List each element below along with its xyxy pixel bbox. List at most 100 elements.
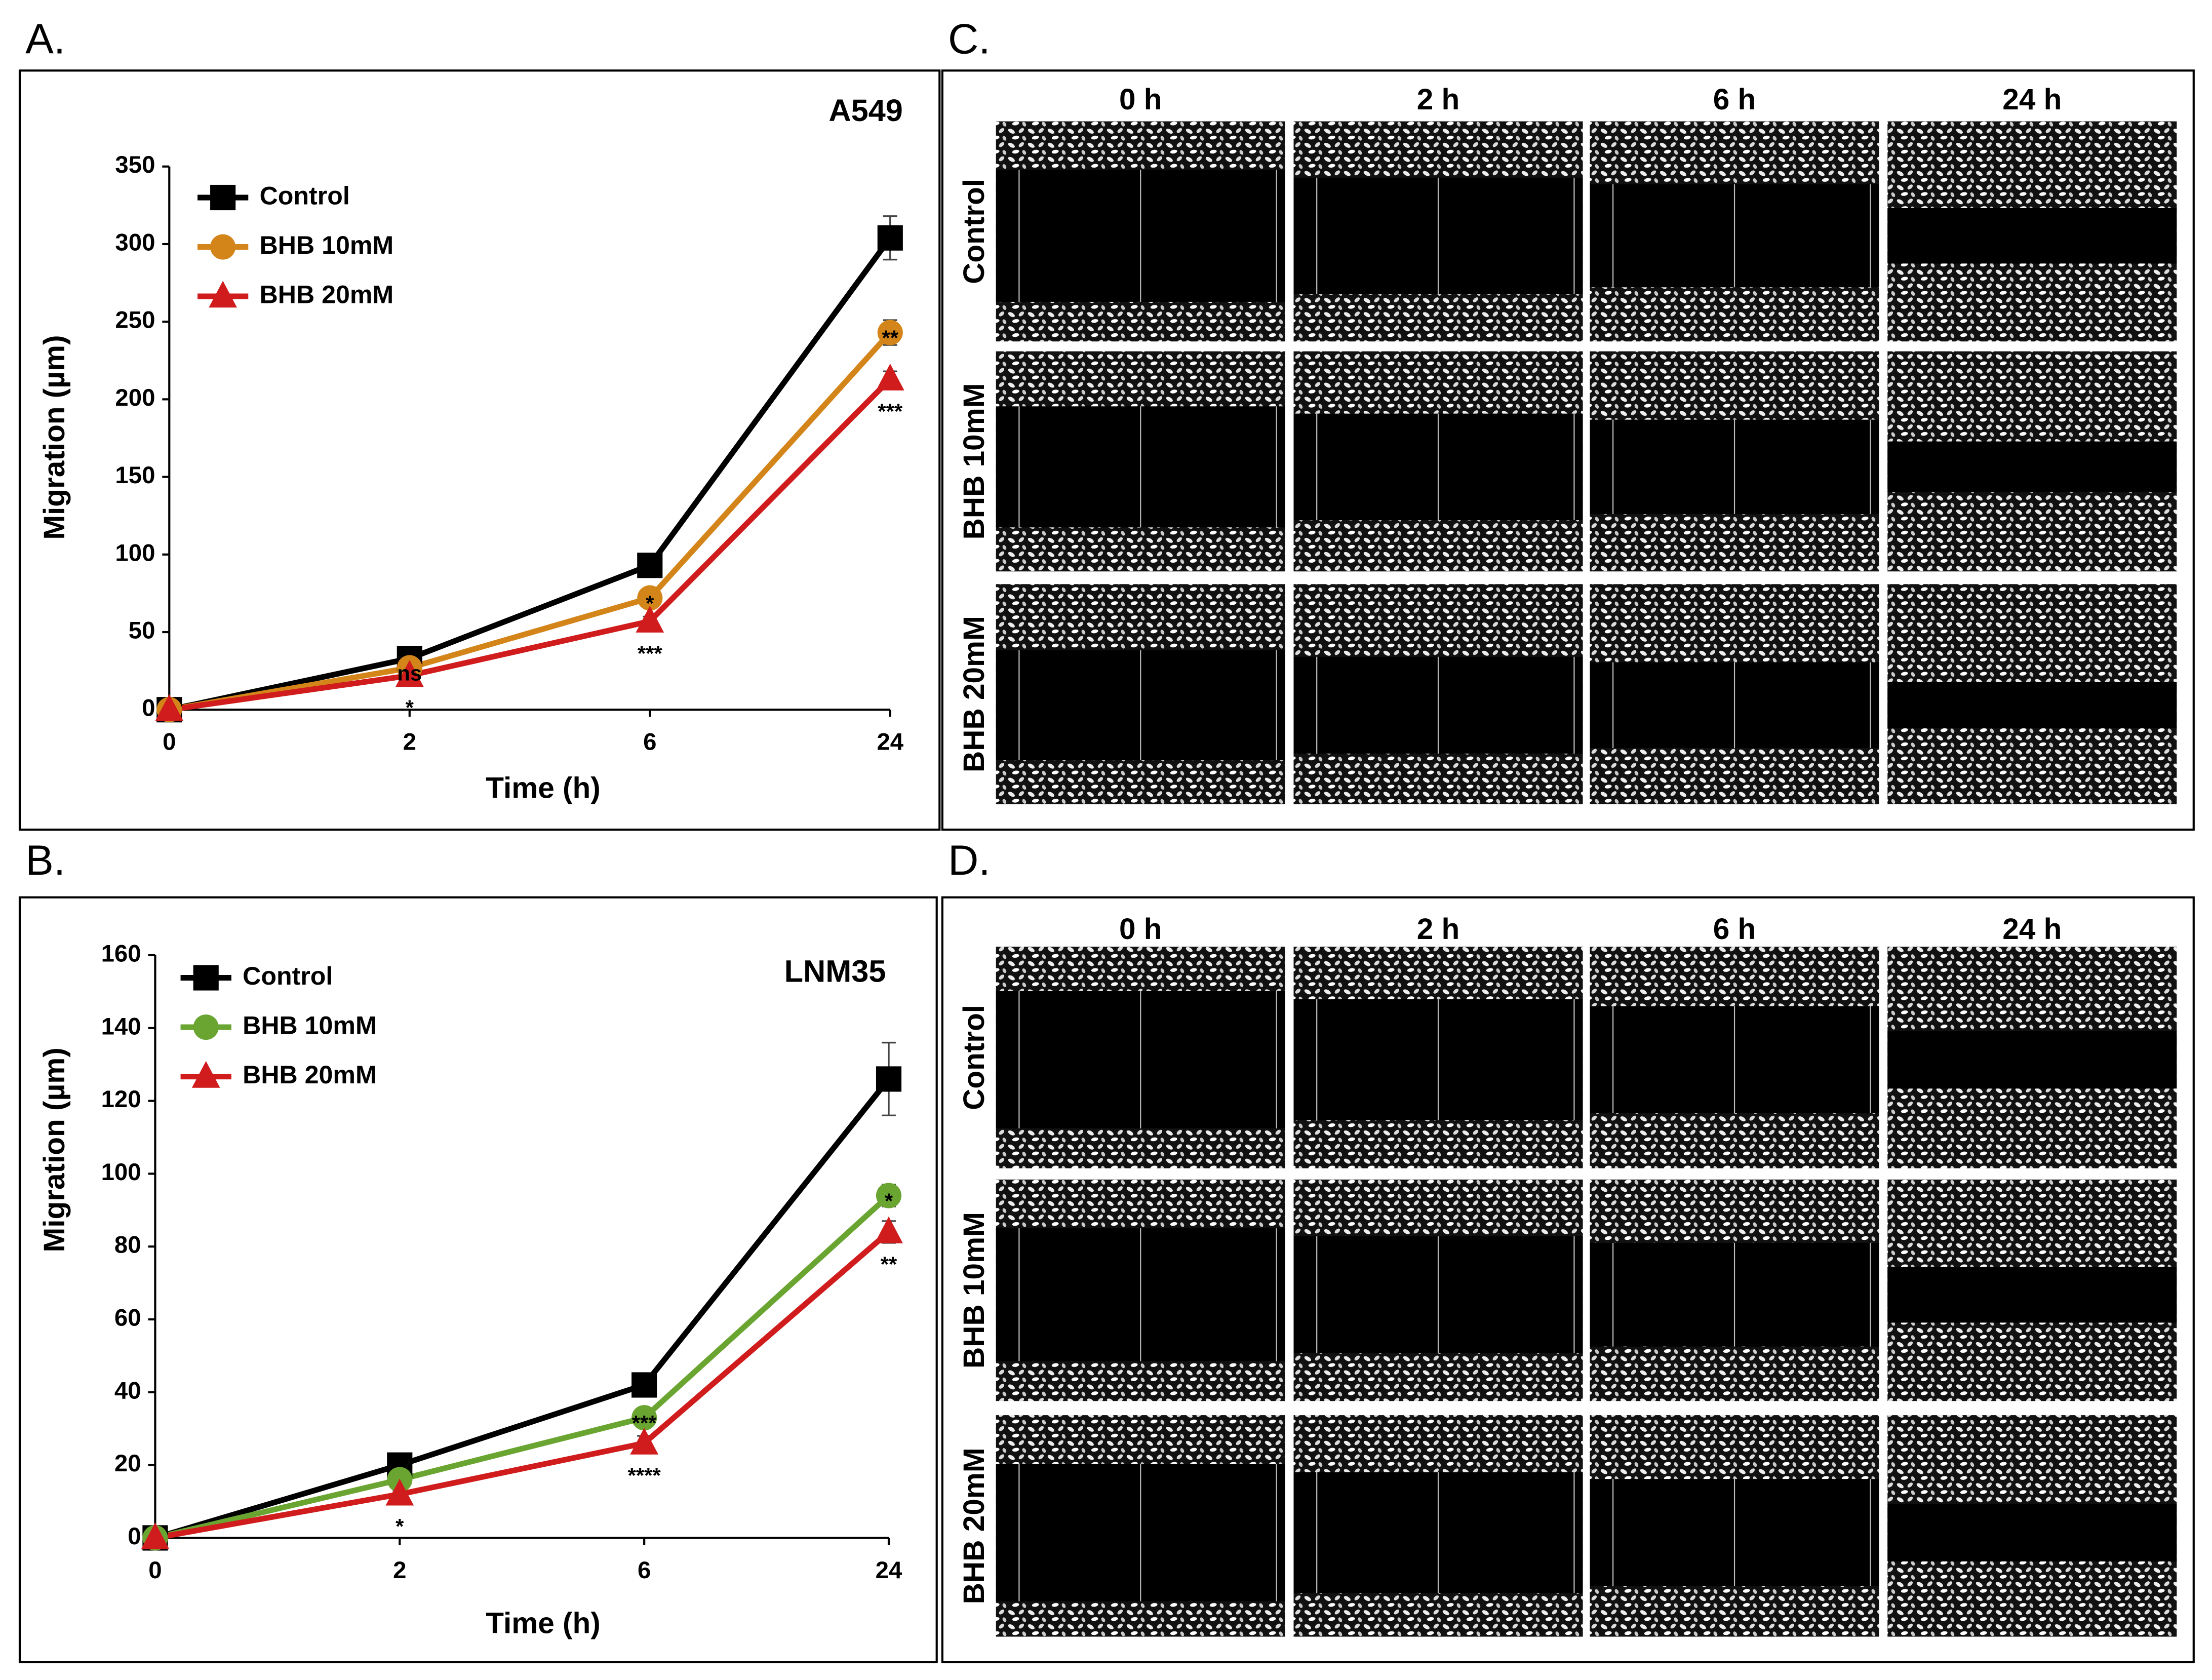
y-tick-label: 150	[115, 462, 155, 489]
y-axis-label: Migration (µm)	[38, 1047, 71, 1252]
legend-label: Control	[260, 181, 350, 210]
legend-label: BHB 20mM	[260, 280, 394, 308]
significance-label: *	[396, 1514, 404, 1538]
marker	[155, 694, 184, 721]
column-label: 0 h	[1119, 83, 1162, 116]
significance-label: *	[406, 696, 414, 720]
y-tick-label: 0	[128, 1523, 141, 1550]
significance-label: ***	[632, 1411, 657, 1435]
row-label: BHB 10mM	[958, 383, 991, 540]
marker	[193, 1014, 219, 1040]
x-tick-label: 24	[877, 729, 903, 756]
x-tick-label: 0	[163, 729, 176, 756]
y-tick-label: 200	[115, 384, 155, 411]
marker	[631, 1372, 657, 1398]
x-tick-label: 0	[148, 1557, 162, 1584]
marker	[637, 553, 663, 578]
marker	[191, 1061, 220, 1088]
x-tick-label: 2	[403, 729, 416, 756]
wound-gap	[1887, 1267, 2177, 1323]
chart-title: A549	[828, 93, 902, 128]
y-tick-label: 140	[101, 1013, 141, 1040]
series-line	[169, 377, 892, 713]
y-tick-label: 40	[114, 1377, 141, 1404]
wound-gap	[1887, 1031, 2177, 1089]
legend-label: BHB 20mM	[243, 1061, 377, 1089]
y-axis-label: Migration (µm)	[38, 335, 71, 540]
marker	[875, 1216, 903, 1243]
y-tick-label: 100	[115, 539, 155, 566]
marker	[630, 1427, 658, 1455]
marker	[193, 965, 219, 991]
column-label: 0 h	[1119, 913, 1162, 946]
row-label: BHB 20mM	[958, 1448, 991, 1604]
marker	[636, 605, 664, 633]
significance-label: *	[885, 1189, 893, 1213]
panel-frame	[18, 896, 938, 1663]
column-label: 6 h	[1713, 83, 1756, 116]
marker	[141, 1522, 170, 1549]
y-tick-label: 160	[101, 940, 141, 967]
marker	[876, 1183, 902, 1208]
wound-gap	[1887, 682, 2177, 728]
significance-label: **	[882, 326, 899, 350]
column-label: 2 h	[1417, 83, 1460, 116]
panel-frame	[941, 896, 2195, 1663]
series-line	[169, 236, 893, 713]
y-tick-label: 20	[114, 1450, 141, 1477]
column-label: 6 h	[1713, 913, 1756, 946]
y-tick-label: 0	[142, 695, 155, 722]
y-tick-label: 300	[115, 229, 155, 256]
x-tick-label: 2	[393, 1557, 406, 1584]
series-line	[154, 1193, 891, 1541]
y-tick-label: 60	[114, 1305, 141, 1332]
x-tick-label: 6	[643, 729, 656, 756]
panel-label: C.	[948, 15, 991, 63]
row-label: BHB 20mM	[958, 616, 991, 772]
marker	[631, 1405, 657, 1431]
y-tick-label: 120	[101, 1086, 141, 1113]
column-label: 24 h	[2002, 913, 2062, 946]
series-line	[169, 330, 892, 713]
marker	[209, 281, 237, 308]
wound-gap	[1887, 441, 2177, 493]
panel-label: D.	[948, 836, 991, 884]
y-tick-label: 350	[115, 151, 155, 178]
y-tick-label: 250	[115, 307, 155, 334]
marker	[385, 1478, 414, 1506]
legend-label: BHB 10mM	[260, 231, 394, 259]
marker	[876, 363, 904, 390]
x-axis-label: Time (h)	[486, 771, 600, 804]
y-tick-label: 100	[101, 1159, 141, 1186]
significance-label: ****	[628, 1463, 661, 1487]
column-label: 24 h	[2002, 83, 2062, 116]
significance-label: ***	[638, 641, 663, 665]
series-line	[154, 1230, 891, 1541]
marker	[210, 234, 236, 260]
x-tick-label: 24	[876, 1557, 902, 1584]
marker	[876, 1066, 902, 1092]
x-axis-label: Time (h)	[486, 1607, 600, 1640]
wound-gap	[1887, 1503, 2177, 1561]
legend-label: BHB 10mM	[243, 1011, 377, 1039]
y-tick-label: 80	[114, 1232, 141, 1259]
significance-label: ns	[397, 661, 422, 685]
marker	[877, 225, 903, 251]
panel-frame	[18, 69, 941, 831]
significance-label: *	[646, 592, 654, 615]
row-label: Control	[958, 1005, 991, 1110]
column-label: 2 h	[1417, 913, 1460, 946]
series-line	[154, 1077, 891, 1541]
marker	[877, 320, 903, 345]
panel-label: A.	[25, 15, 65, 63]
y-tick-label: 50	[129, 617, 155, 644]
panel-frame	[941, 69, 2195, 831]
wound-gap	[1887, 208, 2177, 264]
row-label: BHB 10mM	[958, 1212, 991, 1369]
marker	[395, 660, 424, 687]
significance-label: **	[881, 1252, 897, 1276]
chart-title: LNM35	[784, 954, 886, 988]
marker	[210, 184, 236, 211]
significance-label: ***	[878, 399, 903, 423]
